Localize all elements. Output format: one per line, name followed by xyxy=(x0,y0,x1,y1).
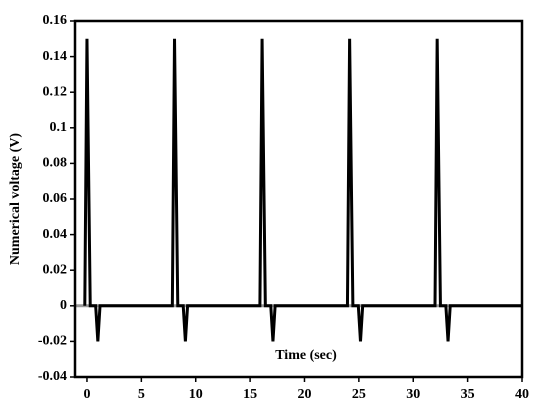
y-tick-label: -0.02 xyxy=(38,334,67,349)
y-tick-label: 0.02 xyxy=(43,262,68,277)
x-tick-label: 25 xyxy=(352,387,366,402)
x-tick-label: 15 xyxy=(243,387,257,402)
y-tick-label: 0.1 xyxy=(50,120,68,135)
x-tick-label: 35 xyxy=(461,387,475,402)
y-tick-label: 0.06 xyxy=(43,191,68,206)
y-tick-label: -0.04 xyxy=(38,369,67,384)
y-axis-label: Numerical voltage (V) xyxy=(8,133,23,266)
x-tick-label: 5 xyxy=(138,387,145,402)
x-tick-label: 30 xyxy=(406,387,420,402)
y-tick-label: 0.12 xyxy=(43,84,68,99)
x-tick-label: 20 xyxy=(297,387,311,402)
plot-frame xyxy=(73,19,524,379)
y-tick-label: 0.04 xyxy=(43,227,68,242)
x-axis-label: Time (sec) xyxy=(275,348,337,363)
x-tick-label: 40 xyxy=(515,387,529,402)
line xyxy=(83,38,522,342)
y-tick-label: 0.16 xyxy=(43,13,68,28)
y-tick-label: 0 xyxy=(60,298,67,313)
x-tick-label: 0 xyxy=(83,387,90,402)
y-tick-label: 0.08 xyxy=(43,156,68,171)
y-tick-label: 0.14 xyxy=(43,49,68,64)
x-tick-label: 10 xyxy=(189,387,203,402)
